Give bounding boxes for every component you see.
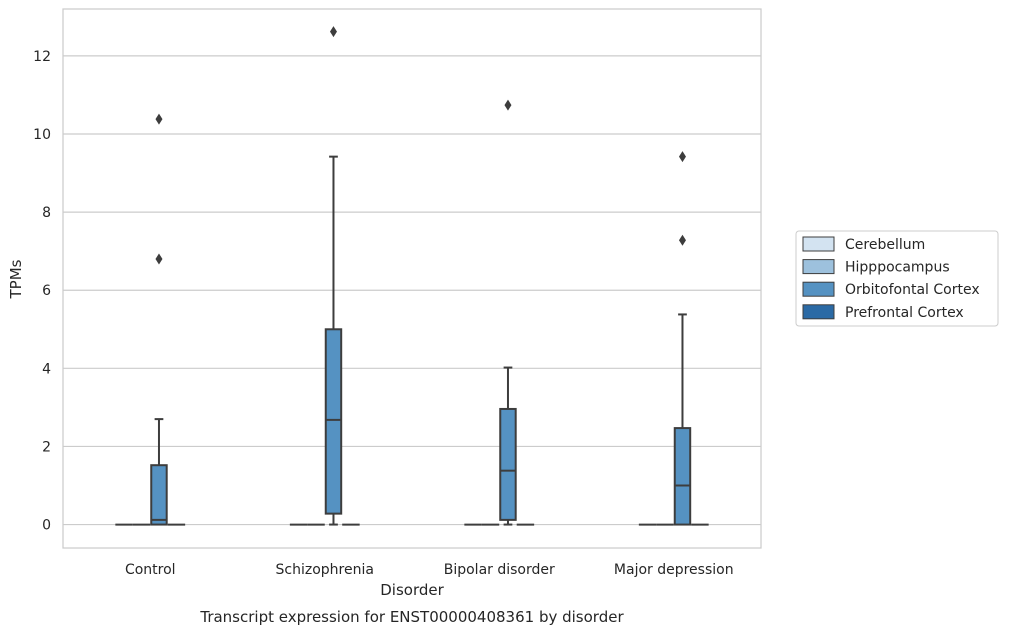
y-axis-title: TPMs bbox=[7, 259, 25, 299]
legend-swatch bbox=[802, 281, 835, 297]
y-tick-label: 6 bbox=[42, 283, 51, 299]
box-body bbox=[673, 427, 692, 526]
outlier-point bbox=[504, 99, 512, 111]
legend-items: Cerebellum Hipppocampus Orbitofontal Corte… bbox=[802, 236, 980, 321]
chart-caption: Transcript expression for ENST0000040836… bbox=[199, 608, 624, 626]
box-body bbox=[150, 464, 168, 526]
legend-label: Hipppocampus bbox=[845, 260, 950, 276]
outlier-point bbox=[678, 151, 686, 163]
x-tick-labels: Control Schizophrenia Bipolar disorder Majo… bbox=[125, 562, 734, 578]
legend-swatch bbox=[802, 259, 835, 275]
legend-label: Cerebellum bbox=[845, 237, 925, 253]
box-3-2 bbox=[673, 151, 692, 526]
y-tick-labels: 0 2 4 6 8 10 12 bbox=[33, 49, 51, 534]
y-tick-label: 0 bbox=[42, 518, 51, 534]
y-tick-label: 12 bbox=[33, 49, 51, 65]
box-2-2 bbox=[499, 99, 517, 526]
y-tick-label: 10 bbox=[33, 127, 51, 143]
x-tick-label: Major depression bbox=[614, 562, 734, 578]
legend-label: Orbitofontal Cortex bbox=[845, 282, 980, 298]
legend-swatch bbox=[802, 304, 835, 320]
outlier-point bbox=[329, 26, 337, 38]
x-tick-label: Bipolar disorder bbox=[444, 562, 555, 578]
x-tick-label: Control bbox=[125, 562, 176, 578]
legend-swatch bbox=[802, 236, 835, 252]
plot-marks bbox=[115, 26, 709, 526]
box-body bbox=[324, 328, 343, 515]
y-tick-label: 4 bbox=[42, 361, 51, 377]
legend-label: Prefrontal Cortex bbox=[845, 305, 964, 321]
plot-frame bbox=[62, 8, 762, 549]
outlier-point bbox=[678, 234, 686, 246]
gridlines bbox=[63, 55, 761, 526]
box-body bbox=[499, 407, 517, 521]
box-0-2 bbox=[150, 113, 168, 526]
legend-frame bbox=[795, 230, 999, 327]
y-tick-label: 2 bbox=[42, 439, 51, 455]
box-1-2 bbox=[324, 26, 343, 526]
legend: Cerebellum Hipppocampus Orbitofontal Corte… bbox=[795, 230, 999, 327]
outlier-point bbox=[155, 113, 163, 125]
y-tick-label: 8 bbox=[42, 205, 51, 221]
outlier-point bbox=[155, 253, 163, 265]
x-tick-label: Schizophrenia bbox=[276, 562, 374, 578]
x-axis-title: Disorder bbox=[380, 581, 444, 599]
